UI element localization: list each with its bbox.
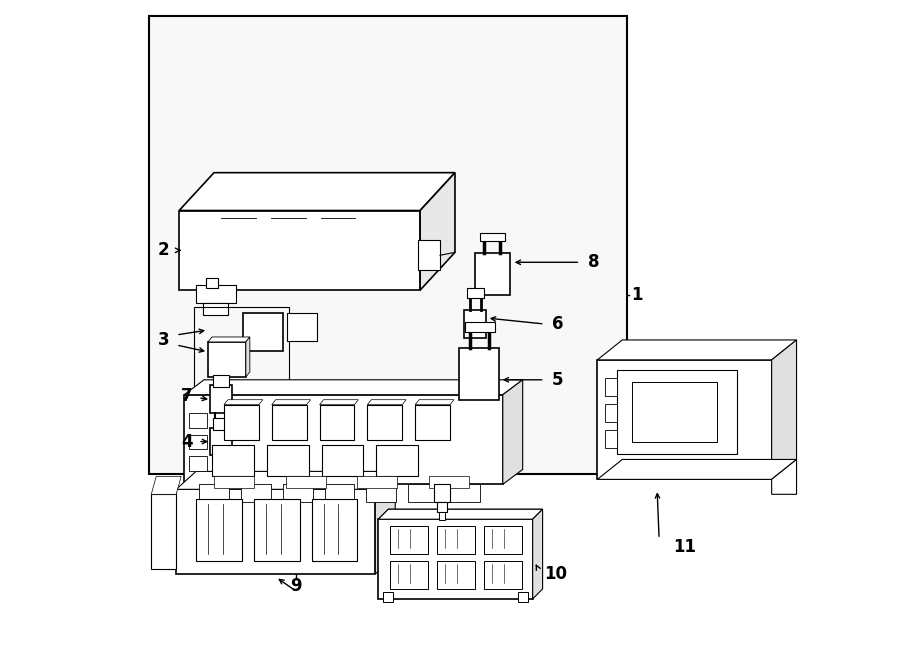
Bar [518, 592, 527, 602]
Polygon shape [184, 380, 523, 395]
Polygon shape [320, 400, 358, 405]
Bar [606, 430, 617, 447]
Bar [606, 378, 617, 396]
Bar [437, 526, 475, 554]
Bar [213, 418, 229, 430]
Bar [213, 375, 229, 387]
Polygon shape [151, 477, 181, 494]
Bar [484, 561, 522, 589]
Bar [606, 404, 617, 422]
Text: 1: 1 [632, 286, 643, 304]
Bar [366, 485, 396, 502]
Bar [206, 278, 218, 288]
Bar [391, 561, 428, 589]
Bar [415, 405, 450, 440]
Bar [210, 385, 232, 412]
Bar [184, 395, 503, 485]
Bar [480, 233, 505, 241]
Text: 11: 11 [673, 538, 697, 556]
Bar [450, 485, 480, 502]
Polygon shape [176, 489, 375, 574]
Bar [203, 303, 228, 315]
Text: 6: 6 [552, 315, 563, 333]
Bar [189, 412, 207, 428]
Bar [464, 310, 486, 338]
Polygon shape [378, 509, 543, 519]
Text: 7: 7 [181, 387, 193, 405]
Bar [196, 499, 242, 561]
Bar [272, 405, 307, 440]
Bar [189, 434, 207, 449]
Polygon shape [151, 494, 176, 569]
Bar [311, 499, 357, 561]
Polygon shape [378, 519, 533, 599]
Bar [189, 457, 207, 471]
Polygon shape [224, 400, 263, 405]
Polygon shape [598, 459, 796, 479]
Bar [212, 444, 254, 477]
Polygon shape [598, 360, 771, 479]
Polygon shape [418, 241, 440, 270]
Polygon shape [771, 459, 796, 494]
Polygon shape [208, 337, 250, 342]
Bar [617, 370, 737, 455]
Text: 2: 2 [158, 241, 169, 259]
Polygon shape [375, 471, 395, 574]
Polygon shape [420, 173, 455, 290]
Bar [632, 382, 717, 442]
Bar [409, 485, 438, 502]
Bar [437, 561, 475, 589]
Bar [475, 253, 509, 295]
Polygon shape [598, 340, 796, 360]
Bar [254, 499, 300, 561]
Bar [437, 502, 447, 512]
Bar [214, 477, 254, 488]
Bar [210, 428, 232, 455]
Bar [196, 285, 236, 303]
Bar [391, 526, 428, 554]
Bar [149, 17, 627, 475]
Bar [467, 288, 484, 298]
Bar [287, 313, 317, 341]
Bar [429, 477, 469, 488]
Text: 4: 4 [181, 432, 193, 451]
Polygon shape [533, 509, 543, 599]
Bar [283, 485, 312, 502]
Bar [459, 348, 499, 400]
Bar [224, 405, 259, 440]
Text: 5: 5 [552, 371, 563, 389]
Bar [243, 313, 283, 351]
Bar [321, 444, 364, 477]
Bar [367, 405, 402, 440]
Bar [241, 485, 271, 502]
Polygon shape [179, 210, 420, 290]
Bar [376, 444, 418, 477]
Bar [285, 477, 326, 488]
Polygon shape [179, 173, 455, 210]
Polygon shape [378, 509, 543, 519]
Bar [194, 307, 289, 397]
Bar [434, 485, 450, 502]
Polygon shape [176, 471, 395, 489]
Text: 8: 8 [588, 253, 599, 271]
Bar [199, 485, 229, 502]
Polygon shape [367, 400, 406, 405]
Bar [320, 405, 355, 440]
Bar [484, 526, 522, 554]
Polygon shape [246, 337, 250, 377]
Bar [383, 592, 393, 602]
Bar [325, 485, 355, 502]
Polygon shape [771, 340, 796, 479]
Bar [208, 342, 246, 377]
Text: 10: 10 [544, 565, 567, 583]
Bar [465, 322, 495, 332]
Polygon shape [503, 380, 523, 485]
Bar [439, 512, 445, 520]
Text: 3: 3 [158, 331, 169, 349]
Bar [266, 444, 309, 477]
Polygon shape [272, 400, 310, 405]
Bar [357, 477, 397, 488]
Text: 9: 9 [290, 577, 302, 595]
Polygon shape [415, 400, 454, 405]
